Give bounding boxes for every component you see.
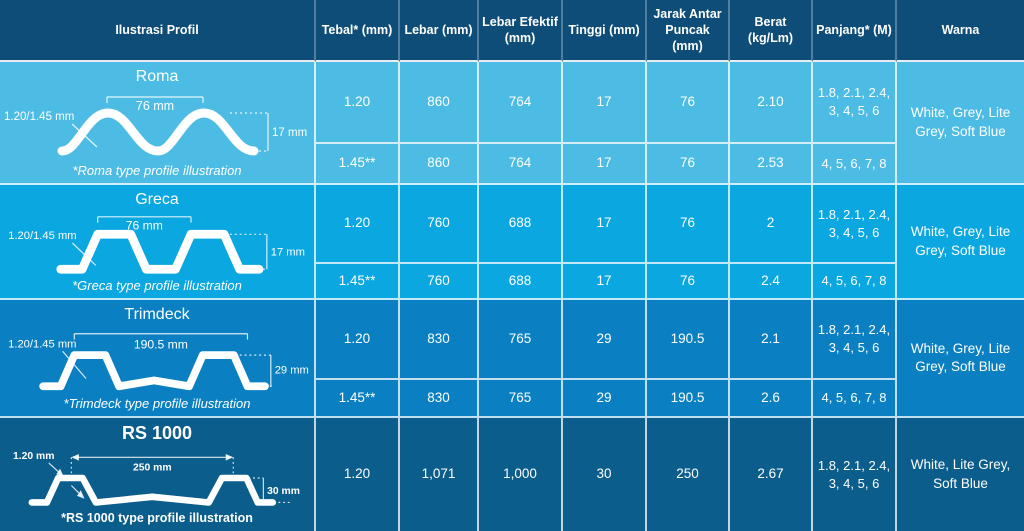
- greca-width-label: 76 mm: [126, 218, 163, 232]
- rs1000-panjang: 1.8, 2.1, 2.4, 3, 4, 5, 6: [813, 418, 897, 531]
- greca-145-berat: 2.4: [730, 264, 813, 300]
- roma-145-jarak: 76: [647, 144, 730, 185]
- trimdeck-145-jarak: 190.5: [647, 380, 730, 418]
- roma-120-lebar-efektif: 764: [479, 62, 563, 144]
- trimdeck-caption: *Trimdeck type profile illustration: [63, 395, 251, 411]
- trimdeck-120-jarak: 190.5: [647, 300, 730, 380]
- roma-145-lebar: 860: [400, 144, 479, 185]
- trimdeck-120-berat: 2.1: [730, 300, 813, 380]
- trimdeck-145-tebal: 1.45**: [316, 380, 400, 418]
- header-lebar-efektif: Lebar Efektif (mm): [479, 0, 563, 62]
- roma-120-berat: 2.10: [730, 62, 813, 144]
- greca-title: Greca: [135, 191, 179, 208]
- roma-illustration-cell: Roma 76 mm 17 mm 1.20/1.45 mm *Roma type…: [0, 62, 316, 185]
- greca-warna: White, Grey, Lite Grey, Soft Blue: [897, 185, 1024, 300]
- greca-120-jarak: 76: [647, 185, 730, 264]
- roma-145-tinggi: 17: [563, 144, 647, 185]
- rs1000-caption: *RS 1000 type profile illustration: [61, 511, 253, 526]
- roma-title: Roma: [135, 68, 179, 85]
- roma-thickness-label: 1.20/1.45 mm: [4, 111, 74, 123]
- greca-145-lebar-efektif: 688: [479, 264, 563, 300]
- roma-145-lebar-efektif: 764: [479, 144, 563, 185]
- roma-profile-path: [57, 108, 259, 156]
- greca-120-berat: 2: [730, 185, 813, 264]
- header-tinggi: Tinggi (mm): [563, 0, 647, 62]
- roma-width-label: 76 mm: [136, 99, 174, 113]
- roma-120-jarak: 76: [647, 62, 730, 144]
- trimdeck-width-label: 190.5 mm: [134, 337, 188, 351]
- rs1000-height-label: 30 mm: [267, 486, 300, 497]
- trimdeck-120-tinggi: 29: [563, 300, 647, 380]
- greca-profile-icon: 76 mm 17 mm 1.20/1.45 mm: [8, 215, 305, 274]
- greca-145-tinggi: 17: [563, 264, 647, 300]
- greca-height-label: 17 mm: [271, 246, 305, 258]
- trimdeck-145-lebar: 830: [400, 380, 479, 418]
- roma-caption: *Roma type profile illustration: [72, 162, 242, 178]
- roma-profile-icon: 76 mm 17 mm 1.20/1.45 mm: [4, 96, 307, 156]
- trimdeck-dimension-lines: [62, 333, 273, 387]
- greca-thickness-label: 1.20/1.45 mm: [8, 230, 76, 242]
- roma-120-panjang: 1.8, 2.1, 2.4, 3, 4, 5, 6: [813, 62, 897, 144]
- trimdeck-145-berat: 2.6: [730, 380, 813, 418]
- greca-caption: *Greca type profile illustration: [72, 277, 242, 293]
- header-jarak-antar-puncak: Jarak Antar Puncak (mm): [647, 0, 730, 62]
- roma-145-tebal: 1.45**: [316, 144, 400, 185]
- trimdeck-145-panjang: 4, 5, 6, 7, 8: [813, 380, 897, 418]
- greca-illustration-cell: Greca 76 mm 17 mm 1.20/1.45 mm *Greca ty…: [0, 185, 316, 300]
- roma-120-tebal: 1.20: [316, 62, 400, 144]
- trimdeck-145-lebar-efektif: 765: [479, 380, 563, 418]
- trimdeck-warna: White, Grey, Lite Grey, Soft Blue: [897, 300, 1024, 418]
- trimdeck-thickness-label: 1.20/1.45 mm: [8, 338, 76, 350]
- rs1000-berat: 2.67: [730, 418, 813, 531]
- rs1000-thickness-label: 1.20 mm: [13, 451, 54, 462]
- rs1000-tebal: 1.20: [316, 418, 400, 531]
- rs1000-title: RS 1000: [121, 423, 193, 443]
- trimdeck-illustration-cell: Trimdeck 190.5 mm 29 mm 1.20/1.45 mm *Tr…: [0, 300, 316, 418]
- roma-120-lebar: 860: [400, 62, 479, 144]
- header-tebal: Tebal* (mm): [316, 0, 400, 62]
- rs1000-profile-icon: 250 mm 30 mm 1.20 mm: [13, 451, 300, 506]
- greca-120-lebar-efektif: 688: [479, 185, 563, 264]
- rs1000-illustration-cell: RS 1000 250 mm 30 mm 1.20 mm *RS 1000 t: [0, 418, 316, 531]
- trimdeck-profile-path: [39, 351, 269, 391]
- header-berat: Berat (kg/Lm): [730, 0, 813, 62]
- greca-120-tebal: 1.20: [316, 185, 400, 264]
- greca-145-panjang: 4, 5, 6, 7, 8: [813, 264, 897, 300]
- roma-120-tinggi: 17: [563, 62, 647, 144]
- trimdeck-profile-icon: 190.5 mm 29 mm 1.20/1.45 mm: [8, 333, 309, 391]
- greca-120-tinggi: 17: [563, 185, 647, 264]
- header-ilustrasi-profil: Ilustrasi Profil: [0, 0, 316, 62]
- roma-dimension-lines: [71, 96, 269, 152]
- greca-145-lebar: 760: [400, 264, 479, 300]
- trimdeck-120-lebar: 830: [400, 300, 479, 380]
- trimdeck-title: Trimdeck: [124, 306, 190, 323]
- rs1000-lebar-efektif: 1,000: [479, 418, 563, 531]
- greca-145-jarak: 76: [647, 264, 730, 300]
- greca-120-panjang: 1.8, 2.1, 2.4, 3, 4, 5, 6: [813, 185, 897, 264]
- greca-profile-path: [56, 229, 264, 274]
- rs1000-width-label: 250 mm: [133, 462, 172, 473]
- trimdeck-height-label: 29 mm: [275, 365, 309, 377]
- greca-145-tebal: 1.45**: [316, 264, 400, 300]
- roma-145-panjang: 4, 5, 6, 7, 8: [813, 144, 897, 185]
- trimdeck-120-tebal: 1.20: [316, 300, 400, 380]
- header-panjang: Panjang* (M): [813, 0, 897, 62]
- rs1000-lebar: 1,071: [400, 418, 479, 531]
- rs1000-tinggi: 30: [563, 418, 647, 531]
- rs1000-warna: White, Lite Grey, Soft Blue: [897, 418, 1024, 531]
- trimdeck-120-lebar-efektif: 765: [479, 300, 563, 380]
- rs1000-jarak: 250: [647, 418, 730, 531]
- greca-120-lebar: 760: [400, 185, 479, 264]
- roma-145-berat: 2.53: [730, 144, 813, 185]
- trimdeck-145-tinggi: 29: [563, 380, 647, 418]
- header-lebar: Lebar (mm): [400, 0, 479, 62]
- trimdeck-120-panjang: 1.8, 2.1, 2.4, 3, 4, 5, 6: [813, 300, 897, 380]
- header-warna: Warna: [897, 0, 1024, 62]
- rs1000-profile-path: [28, 474, 277, 506]
- roma-height-label: 17 mm: [272, 127, 307, 139]
- roma-warna: White, Grey, Lite Grey, Soft Blue: [897, 62, 1024, 185]
